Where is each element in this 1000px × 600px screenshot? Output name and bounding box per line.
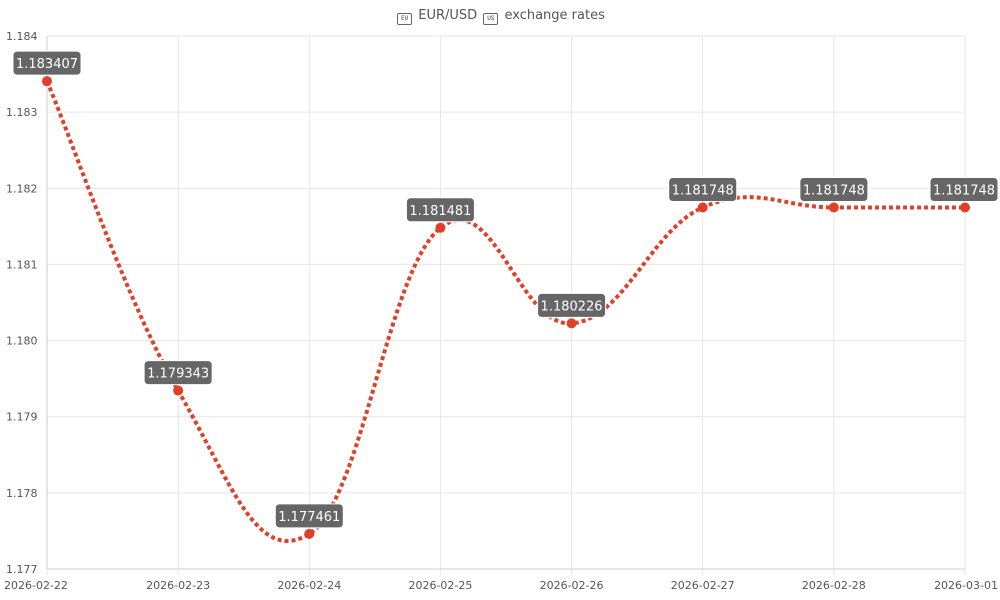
data-label-box [537,292,607,318]
data-label: 1.180226 [537,292,607,318]
data-point [828,202,839,213]
chart-title: EU EUR/USD US exchange rates [0,8,1000,25]
x-tick-label: 2026-02-22 [4,579,68,592]
data-point [42,76,52,87]
chart-title-pair: EUR/USD [418,8,478,23]
data-label: 1.177461 [274,503,344,529]
x-tick-label: 2026-02-23 [146,579,210,592]
data-point [304,528,315,539]
x-tick-label: 2026-02-25 [408,579,472,592]
data-label-box [799,176,869,202]
data-label-box [668,176,738,202]
data-label-text: 1.181748 [803,183,865,198]
data-label-text: 1.181481 [409,204,471,219]
data-label-text: 1.183407 [16,57,78,72]
y-tick-label: 1.177 [6,563,38,576]
y-tick-label: 1.179 [6,411,38,424]
data-label: 1.181748 [929,176,999,202]
y-tick-label: 1.184 [6,30,38,43]
y-tick-label: 1.178 [6,487,38,500]
data-point [697,202,708,213]
x-tick-label: 2026-02-26 [540,579,604,592]
data-label-box [929,176,999,202]
data-label-text: 1.177461 [278,510,340,525]
data-label: 1.179343 [143,360,213,386]
data-label: 1.181748 [799,176,869,202]
us-flag-icon: US [483,13,499,25]
data-label-text: 1.181748 [672,183,734,198]
data-label: 1.181481 [405,197,475,223]
data-point [960,202,970,213]
data-point [173,385,184,396]
eu-flag-icon: EU [397,13,413,25]
x-tick-label: 2026-03-01 [934,579,998,592]
data-label-text: 1.181748 [933,183,995,198]
data-label: 1.181748 [668,176,738,202]
series-line [45,80,965,543]
data-point [435,222,446,233]
data-point [566,318,577,329]
x-tick-label: 2026-02-24 [277,579,341,592]
data-label-box [405,197,475,223]
chart-title-suffix: exchange rates [504,8,605,23]
data-label-text: 1.180226 [541,299,603,314]
x-tick-label: 2026-02-27 [671,579,735,592]
y-tick-label: 1.181 [6,258,38,271]
y-tick-label: 1.183 [6,106,38,119]
x-tick-label: 2026-02-28 [802,579,866,592]
data-label: 1.183407 [12,50,82,76]
y-tick-label: 1.182 [6,182,38,195]
y-tick-label: 1.180 [6,335,38,348]
data-label-box [12,50,82,76]
data-label-box [274,503,344,529]
data-label-box [143,360,213,386]
data-label-text: 1.179343 [147,367,209,382]
